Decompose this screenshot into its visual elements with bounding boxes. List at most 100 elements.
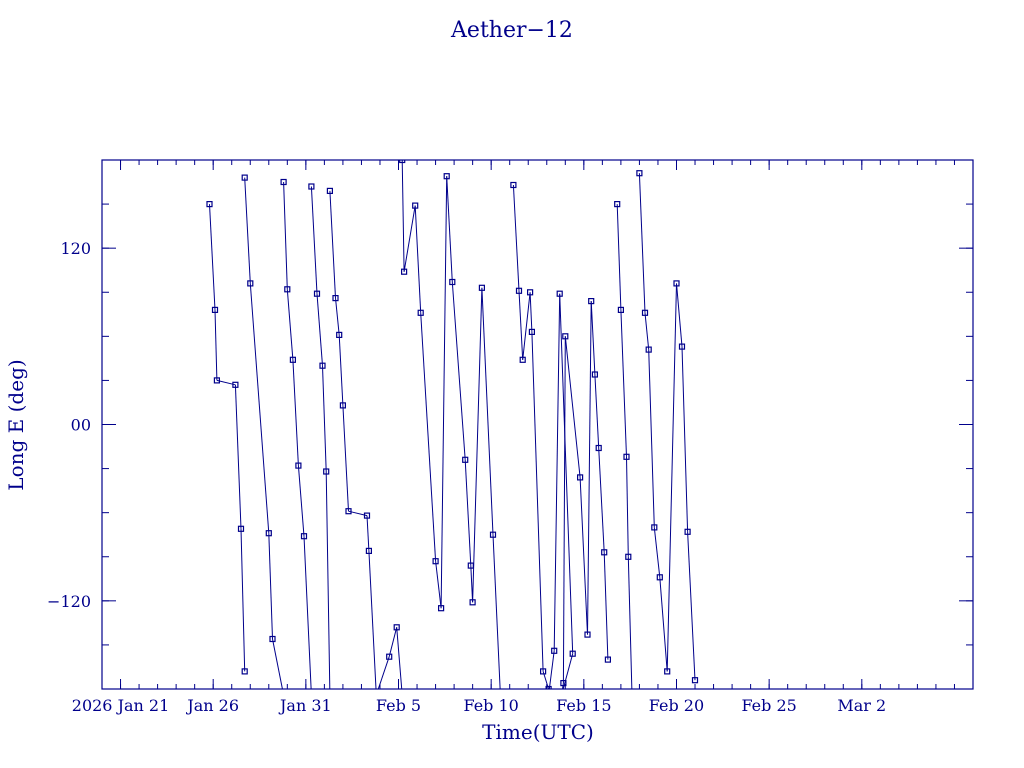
series-segment xyxy=(594,374,600,449)
data-point-marker xyxy=(545,685,552,689)
y-tick-label: 00 xyxy=(71,416,91,435)
data-point-marker xyxy=(604,656,612,663)
data-point-marker xyxy=(323,468,330,475)
series-segment xyxy=(548,650,555,689)
series-segment xyxy=(579,477,588,635)
data-point-marker xyxy=(556,290,563,297)
series-segment xyxy=(644,312,650,350)
data-point-marker xyxy=(412,202,419,209)
data-point-marker xyxy=(623,453,630,460)
chart-title: Aether−12 xyxy=(450,18,573,43)
x-tick-label: Jan 26 xyxy=(185,696,239,715)
data-point-marker xyxy=(467,562,474,569)
series-segment xyxy=(472,287,483,603)
data-point-marker xyxy=(569,650,576,657)
data-point-marker xyxy=(438,605,445,612)
data-point-marker xyxy=(269,635,276,643)
series-segment xyxy=(388,627,398,657)
data-point-marker xyxy=(591,371,599,378)
series-segment xyxy=(240,528,246,672)
x-tick-label: Feb 20 xyxy=(649,696,704,715)
data-point-marker xyxy=(562,333,569,340)
series-segment xyxy=(687,531,696,681)
data-point-marker xyxy=(432,558,439,565)
series-segment xyxy=(366,515,370,551)
series-segment xyxy=(297,465,305,537)
data-point-marker xyxy=(656,574,663,581)
data-point-marker xyxy=(336,331,343,338)
x-tick-label: Jan 31 xyxy=(278,696,332,715)
data-point-marker xyxy=(211,306,219,313)
data-point-marker xyxy=(399,160,406,164)
series-segment xyxy=(620,309,627,457)
series-segment xyxy=(522,292,531,360)
series-segment xyxy=(440,176,448,609)
series-segment xyxy=(564,336,581,478)
data-point-marker xyxy=(345,508,352,515)
series-segment xyxy=(653,527,661,578)
series-segment xyxy=(626,456,629,557)
series-segment xyxy=(531,331,544,672)
series-segment xyxy=(676,283,683,347)
series-segment xyxy=(325,471,331,689)
series-segment xyxy=(481,287,494,535)
marker-layer xyxy=(206,160,699,689)
data-point-marker xyxy=(443,173,450,180)
data-point-marker xyxy=(241,668,248,675)
series-segment xyxy=(368,550,377,689)
series-segment xyxy=(464,459,472,566)
series-segment xyxy=(214,309,218,381)
series-segment xyxy=(283,181,288,290)
series-segment xyxy=(598,447,605,553)
data-point-marker xyxy=(237,525,245,532)
data-point-marker xyxy=(528,328,536,335)
series-segment xyxy=(292,359,299,466)
data-point-marker xyxy=(539,668,547,675)
data-point-marker xyxy=(319,362,326,369)
data-point-marker xyxy=(684,528,691,535)
data-point-marker xyxy=(280,178,287,186)
series-segment xyxy=(446,176,453,283)
series-segment xyxy=(512,184,520,291)
x-tick-label: 2026 Jan 21 xyxy=(72,696,170,715)
data-point-marker xyxy=(551,647,558,654)
data-point-marker xyxy=(241,174,248,181)
data-point-marker xyxy=(469,599,476,606)
series-segment xyxy=(553,293,561,651)
data-point-marker xyxy=(519,356,526,363)
data-point-marker xyxy=(300,533,308,540)
series-segment xyxy=(249,283,270,534)
data-point-marker xyxy=(386,653,393,660)
x-tick-label: Mar 2 xyxy=(837,696,886,715)
series-segment xyxy=(681,346,689,532)
series-segment xyxy=(322,365,327,472)
data-point-marker xyxy=(664,668,671,675)
x-axis-title: Time(UTC) xyxy=(482,720,594,744)
series-segment xyxy=(616,204,622,310)
x-tick-label: Feb 10 xyxy=(463,696,518,715)
series-segment xyxy=(529,292,533,332)
data-point-marker xyxy=(678,343,686,350)
data-point-marker xyxy=(645,346,652,353)
series-segment xyxy=(335,298,340,335)
data-point-marker xyxy=(326,187,333,194)
series-segment xyxy=(316,293,323,366)
data-point-marker xyxy=(232,381,239,388)
series-segment xyxy=(603,552,609,660)
series-segment xyxy=(587,301,592,635)
series-segment xyxy=(590,301,596,375)
series-segment xyxy=(310,186,318,294)
series-segment xyxy=(627,556,633,689)
series-segment xyxy=(338,334,344,406)
x-tick-label: Feb 25 xyxy=(741,696,796,715)
y-axis-title: Long E (deg) xyxy=(4,359,28,490)
series-segment xyxy=(342,405,349,512)
data-point-marker xyxy=(332,295,339,302)
data-point-marker xyxy=(651,524,658,531)
series-segment xyxy=(648,349,655,528)
data-point-marker xyxy=(510,181,517,189)
data-point-marker xyxy=(614,201,621,208)
data-point-marker xyxy=(289,356,296,363)
series-segment xyxy=(420,312,437,562)
